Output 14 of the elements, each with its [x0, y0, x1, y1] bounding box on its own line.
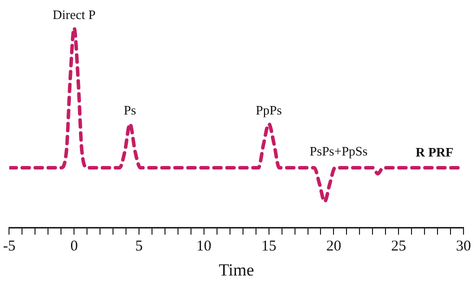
annotation: Ps: [124, 102, 136, 118]
x-tick-label: 30: [456, 238, 471, 255]
x-tick-label: 5: [135, 238, 143, 255]
x-tick-label: 0: [70, 238, 78, 255]
x-axis-title: Time: [218, 260, 254, 280]
x-tick-label: 25: [391, 238, 406, 255]
annotation: PpPs: [256, 102, 282, 118]
annotation: PsPs+PpSs: [310, 144, 368, 159]
x-tick-label: 20: [326, 238, 342, 255]
x-tick-label: 10: [196, 238, 212, 255]
x-tick-label: -5: [3, 238, 16, 255]
series-label: R PRF: [416, 144, 454, 160]
x-tick-label: 15: [261, 238, 276, 255]
annotation: Direct P: [52, 6, 96, 22]
